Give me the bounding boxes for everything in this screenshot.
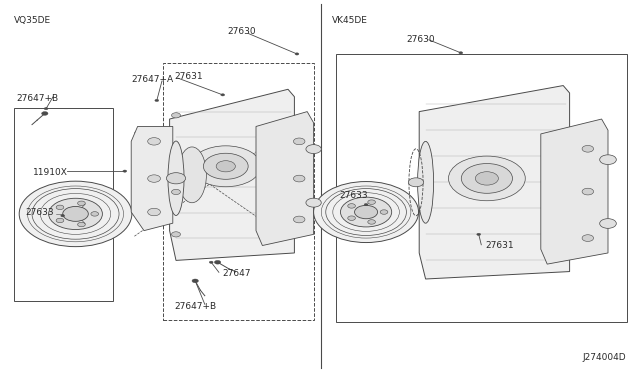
Circle shape bbox=[216, 161, 236, 172]
Circle shape bbox=[61, 215, 65, 217]
Bar bbox=[336, 54, 627, 322]
Circle shape bbox=[355, 205, 378, 219]
Text: 27630: 27630 bbox=[406, 35, 435, 44]
Circle shape bbox=[204, 153, 248, 179]
Text: 27633: 27633 bbox=[26, 208, 54, 217]
Text: 27633: 27633 bbox=[339, 191, 368, 200]
Text: J274004D: J274004D bbox=[582, 353, 626, 362]
Circle shape bbox=[19, 181, 132, 247]
Bar bbox=[163, 63, 314, 320]
Circle shape bbox=[459, 52, 463, 54]
Circle shape bbox=[123, 170, 127, 172]
PathPatch shape bbox=[170, 89, 294, 260]
Circle shape bbox=[148, 208, 161, 216]
Circle shape bbox=[49, 198, 102, 230]
Circle shape bbox=[600, 155, 616, 164]
Circle shape bbox=[193, 280, 197, 282]
Text: 11910X: 11910X bbox=[33, 169, 68, 177]
Circle shape bbox=[368, 220, 376, 224]
Circle shape bbox=[44, 108, 48, 110]
Circle shape bbox=[77, 201, 85, 205]
Circle shape bbox=[477, 233, 481, 235]
Circle shape bbox=[148, 138, 161, 145]
Circle shape bbox=[294, 175, 305, 182]
Circle shape bbox=[461, 164, 513, 193]
Circle shape bbox=[56, 218, 64, 223]
Text: 27647+B: 27647+B bbox=[16, 94, 58, 103]
Text: 27631: 27631 bbox=[174, 72, 203, 81]
Circle shape bbox=[582, 188, 594, 195]
Circle shape bbox=[340, 197, 392, 227]
Circle shape bbox=[348, 204, 355, 208]
Text: 27647: 27647 bbox=[223, 269, 252, 278]
Bar bbox=[14, 108, 113, 301]
Ellipse shape bbox=[168, 141, 184, 215]
Circle shape bbox=[408, 178, 424, 187]
PathPatch shape bbox=[541, 119, 608, 264]
Circle shape bbox=[449, 156, 525, 201]
Circle shape bbox=[63, 206, 88, 221]
Circle shape bbox=[476, 172, 499, 185]
Circle shape bbox=[155, 99, 159, 102]
Circle shape bbox=[148, 175, 161, 182]
Circle shape bbox=[209, 261, 213, 263]
Text: VK45DE: VK45DE bbox=[332, 16, 367, 25]
Circle shape bbox=[192, 279, 198, 283]
Circle shape bbox=[56, 205, 64, 209]
Circle shape bbox=[306, 145, 321, 154]
Circle shape bbox=[314, 182, 419, 243]
Text: 27630: 27630 bbox=[227, 27, 256, 36]
Circle shape bbox=[191, 146, 261, 187]
Circle shape bbox=[600, 219, 616, 228]
Circle shape bbox=[380, 210, 388, 214]
Circle shape bbox=[582, 235, 594, 241]
Circle shape bbox=[214, 260, 221, 264]
Circle shape bbox=[172, 113, 180, 118]
Circle shape bbox=[221, 94, 225, 96]
Text: 27631: 27631 bbox=[485, 241, 514, 250]
Circle shape bbox=[172, 232, 180, 237]
Text: 27647+B: 27647+B bbox=[174, 302, 216, 311]
Circle shape bbox=[294, 216, 305, 223]
Circle shape bbox=[368, 200, 376, 204]
PathPatch shape bbox=[131, 126, 173, 231]
Circle shape bbox=[91, 212, 99, 216]
Circle shape bbox=[172, 189, 180, 195]
Circle shape bbox=[348, 216, 355, 220]
PathPatch shape bbox=[256, 112, 314, 246]
Circle shape bbox=[306, 198, 321, 207]
PathPatch shape bbox=[419, 86, 570, 279]
Circle shape bbox=[77, 222, 85, 227]
Text: VQ35DE: VQ35DE bbox=[14, 16, 51, 25]
Ellipse shape bbox=[178, 147, 207, 203]
Ellipse shape bbox=[418, 141, 434, 223]
Text: 27647+A: 27647+A bbox=[131, 76, 173, 84]
Circle shape bbox=[294, 138, 305, 145]
Circle shape bbox=[364, 203, 368, 206]
Circle shape bbox=[295, 53, 299, 55]
Circle shape bbox=[582, 145, 594, 152]
Circle shape bbox=[166, 173, 186, 184]
Circle shape bbox=[42, 112, 48, 115]
